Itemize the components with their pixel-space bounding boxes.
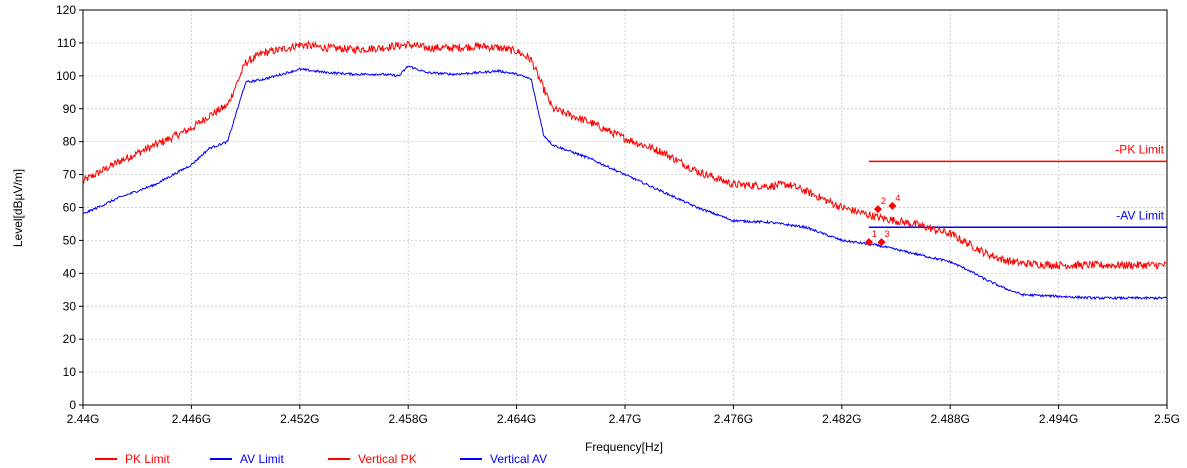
legend-label: PK Limit xyxy=(125,452,170,466)
series-line xyxy=(82,39,1168,271)
marker-label: 1 xyxy=(872,229,877,239)
series-lines xyxy=(82,39,1168,301)
legend: PK Limit AV Limit Vertical PK Vertical AV xyxy=(95,452,547,466)
y-tick-label: 80 xyxy=(63,135,77,149)
marker-label: 2 xyxy=(881,196,886,206)
x-tick-label: 2.452G xyxy=(280,412,319,426)
x-tick-label: 2.446G xyxy=(172,412,211,426)
marker xyxy=(873,205,882,214)
marker xyxy=(877,238,886,247)
markers: 1 2 3 4 xyxy=(864,193,900,247)
y-tick-label: 0 xyxy=(69,398,76,412)
x-axis-label: Frequency[Hz] xyxy=(585,440,663,454)
x-tick-label: 2.458G xyxy=(389,412,428,426)
y-tick-label: 120 xyxy=(56,3,76,17)
legend-label: AV Limit xyxy=(240,452,284,466)
y-tick-label: 30 xyxy=(63,299,77,313)
y-tick-label: 60 xyxy=(63,201,77,215)
marker xyxy=(888,201,897,210)
marker-label: 3 xyxy=(885,229,890,239)
y-tick-label: 40 xyxy=(63,266,77,280)
limit-lines: -PK Limit -AV Limit xyxy=(868,142,1167,228)
marker xyxy=(864,238,873,247)
limit-label: -AV Limit xyxy=(1116,208,1164,222)
y-tick-label: 10 xyxy=(63,365,77,379)
legend-label: Vertical AV xyxy=(490,452,547,466)
y-tick-label: 110 xyxy=(57,36,76,50)
limit-label: -PK Limit xyxy=(1115,142,1164,156)
x-tick-label: 2.464G xyxy=(497,412,536,426)
y-tick-label: 50 xyxy=(63,233,77,247)
x-tick-label: 2.488G xyxy=(931,412,970,426)
x-ticks: 2.44G 2.446G 2.452G 2.458G 2.464G 2.47G 2.476G… xyxy=(67,405,1180,426)
x-tick-label: 2.482G xyxy=(822,412,861,426)
grid xyxy=(83,10,1167,405)
y-ticks: 0 10 20 30 40 50 60 70 80 90 100 110 120 xyxy=(56,3,83,412)
y-tick-label: 70 xyxy=(63,168,77,182)
series-line xyxy=(82,65,1168,301)
x-tick-label: 2.494G xyxy=(1039,412,1078,426)
x-tick-label: 2.47G xyxy=(609,412,642,426)
y-tick-label: 100 xyxy=(56,69,76,83)
legend-label: Vertical PK xyxy=(358,452,417,466)
x-tick-label: 2.44G xyxy=(67,412,100,426)
x-tick-label: 2.5G xyxy=(1154,412,1180,426)
y-tick-label: 90 xyxy=(63,102,77,116)
x-tick-label: 2.476G xyxy=(714,412,753,426)
marker-label: 4 xyxy=(895,193,900,203)
y-axis-label: Level[dBµV/m] xyxy=(11,169,25,247)
y-tick-label: 20 xyxy=(63,332,77,346)
